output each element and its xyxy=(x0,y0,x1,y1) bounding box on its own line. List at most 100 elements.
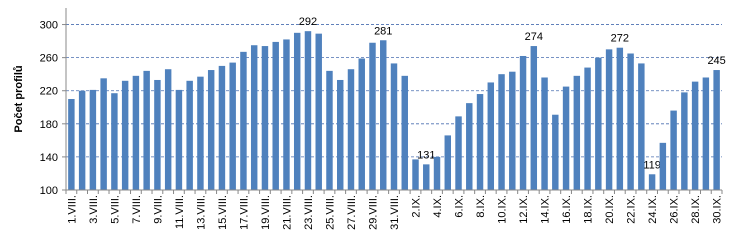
y-tick-label: 260 xyxy=(40,53,58,65)
bar xyxy=(111,93,118,190)
bar xyxy=(261,46,269,190)
bar xyxy=(121,80,129,190)
bar xyxy=(154,79,161,190)
x-tick-label: 27.VIII. xyxy=(346,195,358,230)
bar xyxy=(573,75,581,190)
bar xyxy=(326,70,333,190)
bar xyxy=(89,89,97,190)
bar xyxy=(218,65,226,190)
bar xyxy=(164,69,172,190)
x-tick-label: 30.IX. xyxy=(712,195,724,224)
bar xyxy=(100,78,107,190)
x-tick-label: 26.IX. xyxy=(669,195,681,224)
bar xyxy=(380,40,387,190)
x-tick-label: 5.VIII. xyxy=(109,195,121,224)
x-tick-label: 16.IX. xyxy=(561,195,573,224)
data-label: 274 xyxy=(525,31,543,43)
bar xyxy=(175,89,183,190)
x-tick-label: 20.IX. xyxy=(604,195,616,224)
bar xyxy=(390,63,398,190)
bar xyxy=(272,41,279,190)
bar xyxy=(197,76,204,190)
bar xyxy=(519,55,527,191)
bar xyxy=(207,70,215,190)
x-tick-label: 29.VIII. xyxy=(367,195,379,230)
data-label: 119 xyxy=(643,159,661,171)
x-tick-label: 23.VIII. xyxy=(303,195,315,230)
data-label: 272 xyxy=(611,33,629,45)
y-tick-label: 300 xyxy=(40,20,58,32)
x-tick-label: 4.IX. xyxy=(432,195,444,218)
x-tick-label: 9.VIII. xyxy=(152,195,164,224)
bar xyxy=(638,63,645,190)
bar xyxy=(401,75,408,190)
bar xyxy=(132,75,140,190)
bar xyxy=(659,142,667,190)
x-tick-label: 31.VIII. xyxy=(389,195,401,230)
bar xyxy=(369,42,376,190)
y-tick-label: 140 xyxy=(40,152,58,164)
bar xyxy=(412,159,419,190)
bar xyxy=(648,174,656,190)
x-tick-label: 8.IX. xyxy=(475,195,487,218)
bar xyxy=(691,81,699,190)
bar xyxy=(605,49,613,191)
y-tick-label: 220 xyxy=(40,86,58,98)
x-tick-label: 21.VIII. xyxy=(281,195,293,230)
x-tick-label: 25.VIII. xyxy=(324,195,336,230)
bar xyxy=(498,74,505,190)
x-tick-label: 6.IX. xyxy=(454,195,466,218)
x-tick-label: 10.IX. xyxy=(497,195,509,224)
bar xyxy=(337,79,344,190)
bar xyxy=(315,33,322,191)
bar xyxy=(584,67,591,190)
x-tick-label: 1.VIII. xyxy=(66,195,78,224)
bar xyxy=(509,71,516,190)
bar xyxy=(347,69,355,190)
bar xyxy=(283,39,290,190)
bar xyxy=(670,110,677,190)
x-tick-label: 12.IX. xyxy=(518,195,530,224)
x-tick-label: 19.VIII. xyxy=(260,195,272,230)
bar xyxy=(186,80,193,190)
bar xyxy=(487,82,495,190)
bar xyxy=(562,86,570,190)
data-label: 131 xyxy=(417,149,435,161)
bar xyxy=(293,32,301,191)
bar xyxy=(455,116,462,190)
bar xyxy=(595,57,602,190)
bar xyxy=(552,114,559,190)
bar xyxy=(229,62,236,190)
data-label: 245 xyxy=(707,55,725,67)
y-tick-label: 100 xyxy=(40,185,58,197)
x-tick-label: 7.VIII. xyxy=(131,195,143,224)
bar xyxy=(433,156,441,190)
y-axis-label: Počet profilů xyxy=(13,65,25,132)
bar xyxy=(702,77,710,190)
bar xyxy=(240,51,247,190)
x-tick-label: 24.IX. xyxy=(647,195,659,224)
bar xyxy=(304,31,312,191)
x-tick-label: 14.IX. xyxy=(540,195,552,224)
bar xyxy=(466,103,473,190)
bar xyxy=(143,70,150,190)
bar xyxy=(358,58,365,190)
bar xyxy=(444,135,451,190)
x-tick-label: 15.VIII. xyxy=(217,195,229,230)
bar xyxy=(681,92,688,190)
bar xyxy=(541,77,548,190)
bar xyxy=(476,94,484,190)
x-tick-label: 13.VIII. xyxy=(195,195,207,230)
data-label: 292 xyxy=(299,16,317,28)
bar xyxy=(78,90,86,190)
x-tick-label: 17.VIII. xyxy=(238,195,250,230)
y-tick-label: 180 xyxy=(40,119,58,131)
bar xyxy=(530,46,538,190)
x-tick-label: 2.IX. xyxy=(411,195,423,218)
bar xyxy=(68,99,75,190)
bar xyxy=(713,70,720,190)
x-tick-label: 28.IX. xyxy=(690,195,702,224)
x-tick-label: 22.IX. xyxy=(626,195,638,224)
bar xyxy=(616,47,624,190)
